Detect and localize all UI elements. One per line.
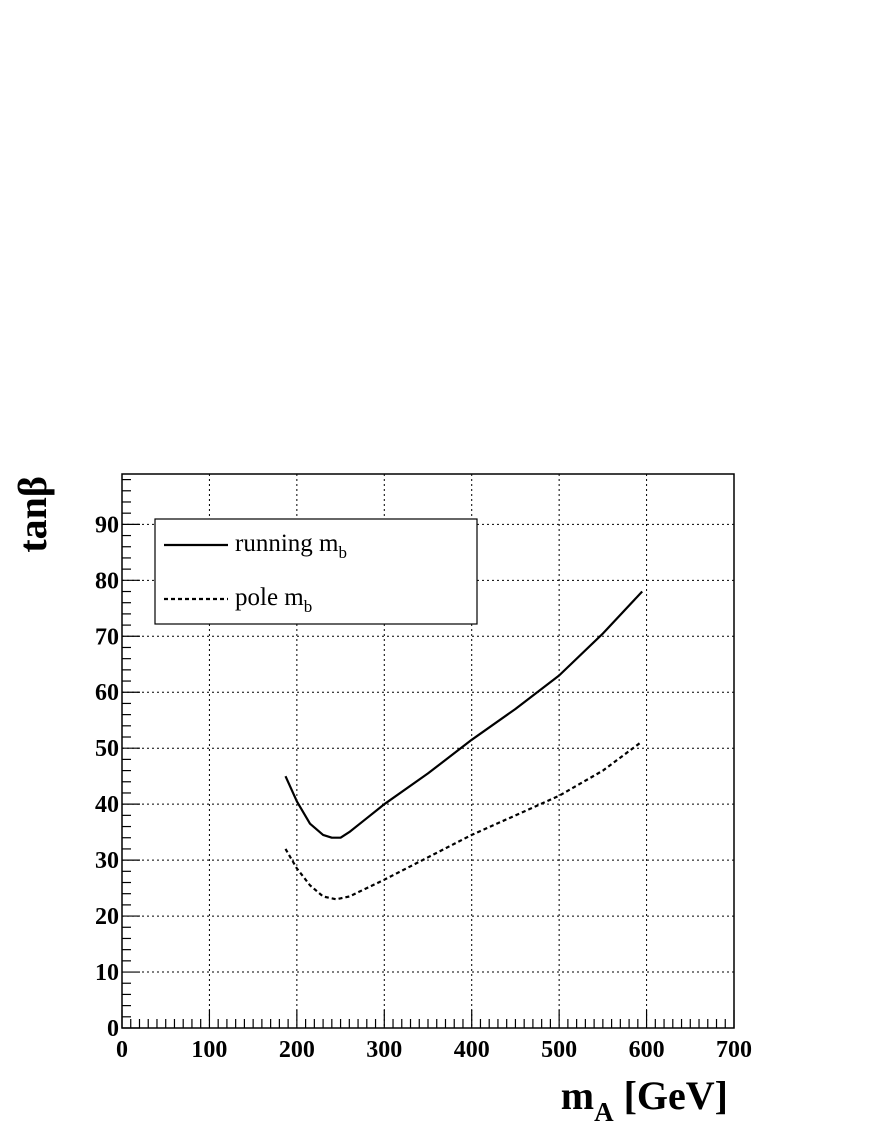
legend: running mb pole mb xyxy=(154,518,478,625)
legend-label-running-main: running m xyxy=(235,530,339,557)
y-tick-label: 90 xyxy=(95,512,119,538)
x-tick-label: 100 xyxy=(191,1037,227,1063)
y-tick-label: 40 xyxy=(95,792,119,818)
axis-ticks xyxy=(121,478,735,1029)
legend-box xyxy=(154,518,478,625)
legend-label-running: running mb xyxy=(235,530,347,562)
y-tick-label: 20 xyxy=(95,904,119,930)
y-tick-label: 30 xyxy=(95,848,119,874)
x-tick-label: 700 xyxy=(716,1037,752,1063)
y-tick-label: 50 xyxy=(95,736,119,762)
y-tick-label: 0 xyxy=(107,1016,119,1042)
x-tick-label: 300 xyxy=(366,1037,402,1063)
y-tick-label: 80 xyxy=(95,568,119,594)
tick-labels: 0 100 200 300 400 500 600 700 0 10 20 30 40 50 60 70 80 9… xyxy=(95,512,752,1063)
x-tick-label: 600 xyxy=(629,1037,665,1063)
y-axis-title: tanβ xyxy=(10,476,55,553)
legend-label-pole: pole mb xyxy=(235,584,312,616)
x-tick-label: 500 xyxy=(541,1037,577,1063)
series-line-running xyxy=(284,590,644,839)
series-group xyxy=(284,590,644,901)
legend-label-running-sub: b xyxy=(338,543,347,562)
series-line-pole xyxy=(284,741,642,901)
x-axis-title-sub: A xyxy=(594,1097,614,1127)
x-axis-title-rest: [GeV] xyxy=(614,1073,728,1118)
legend-label-pole-main: pole m xyxy=(235,584,304,611)
x-tick-label: 200 xyxy=(279,1037,315,1063)
x-axis-title-main: m xyxy=(561,1073,594,1118)
x-tick-label: 0 xyxy=(116,1037,128,1063)
y-tick-label: 10 xyxy=(95,960,119,986)
y-tick-label: 70 xyxy=(95,624,119,650)
legend-label-pole-sub: b xyxy=(304,597,313,616)
x-tick-label: 400 xyxy=(454,1037,490,1063)
y-tick-label: 60 xyxy=(95,680,119,706)
x-axis-title: mA [GeV] xyxy=(561,1073,728,1127)
